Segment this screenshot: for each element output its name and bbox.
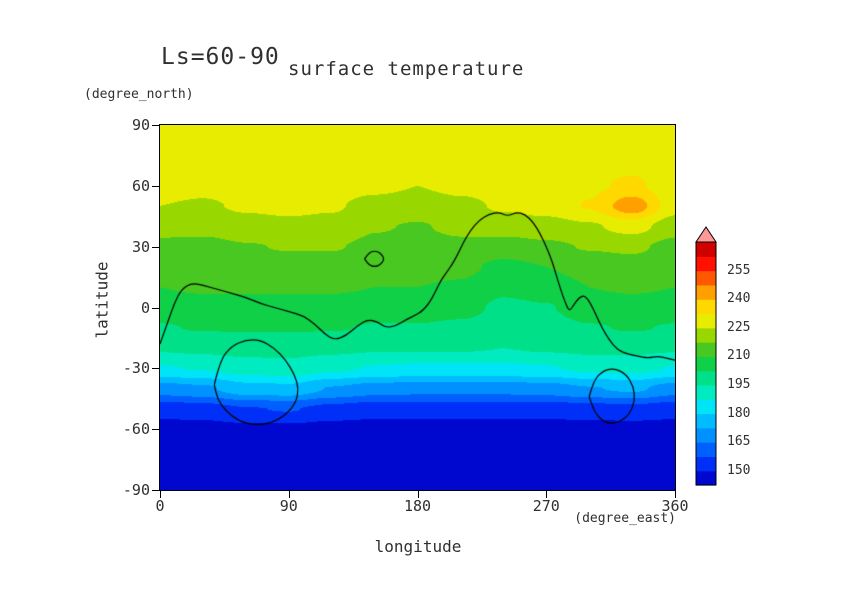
y-tick-mark xyxy=(152,307,159,309)
colorbar-tick-label: 240 xyxy=(727,291,751,307)
plot-title-season: Ls=60-90 xyxy=(161,44,280,70)
colorbar-tick-label: 195 xyxy=(727,376,751,392)
y-tick-label: 30 xyxy=(131,237,150,256)
colorbar-tick-label: 165 xyxy=(727,434,751,450)
y-tick-mark xyxy=(152,368,159,370)
y-tick-mark xyxy=(152,490,159,491)
x-axis-unit: (degree_east) xyxy=(574,511,676,526)
colorbar-gradient xyxy=(695,226,717,486)
colorbar-tick-label: 255 xyxy=(727,262,751,278)
y-axis-unit: (degree_north) xyxy=(84,87,194,102)
y-tick-label: 0 xyxy=(140,298,150,317)
y-tick-mark xyxy=(152,185,159,187)
x-tick-mark xyxy=(417,491,419,498)
colorbar-tick-label: 180 xyxy=(727,405,751,421)
y-tick-mark xyxy=(152,246,159,248)
colorbar-tick-label: 210 xyxy=(727,348,751,364)
x-tick-mark xyxy=(546,491,548,498)
plot-title-variable: surface temperature xyxy=(288,58,525,80)
plot-area xyxy=(159,124,676,491)
x-tick-label: 360 xyxy=(661,497,689,515)
y-tick-mark xyxy=(152,125,159,126)
x-axis-label: longitude xyxy=(374,537,462,556)
y-tick-label: -30 xyxy=(122,359,150,378)
x-tick-label: 270 xyxy=(532,497,560,515)
x-tick-label: 180 xyxy=(403,497,432,515)
y-tick-label: 90 xyxy=(131,116,150,134)
x-tick-mark xyxy=(160,491,161,498)
x-tick-mark xyxy=(675,491,676,498)
y-tick-mark xyxy=(152,429,159,431)
x-tick-label: 90 xyxy=(279,497,298,515)
x-tick-label: 0 xyxy=(155,497,165,515)
colorbar-tick-label: 225 xyxy=(727,319,751,335)
y-tick-label: 60 xyxy=(131,176,150,195)
x-tick-mark xyxy=(288,491,290,498)
y-tick-label: -90 xyxy=(122,481,150,499)
temperature-map-canvas xyxy=(160,125,675,490)
y-tick-label: -60 xyxy=(122,420,150,439)
colorbar-tick-label: 150 xyxy=(727,462,751,478)
